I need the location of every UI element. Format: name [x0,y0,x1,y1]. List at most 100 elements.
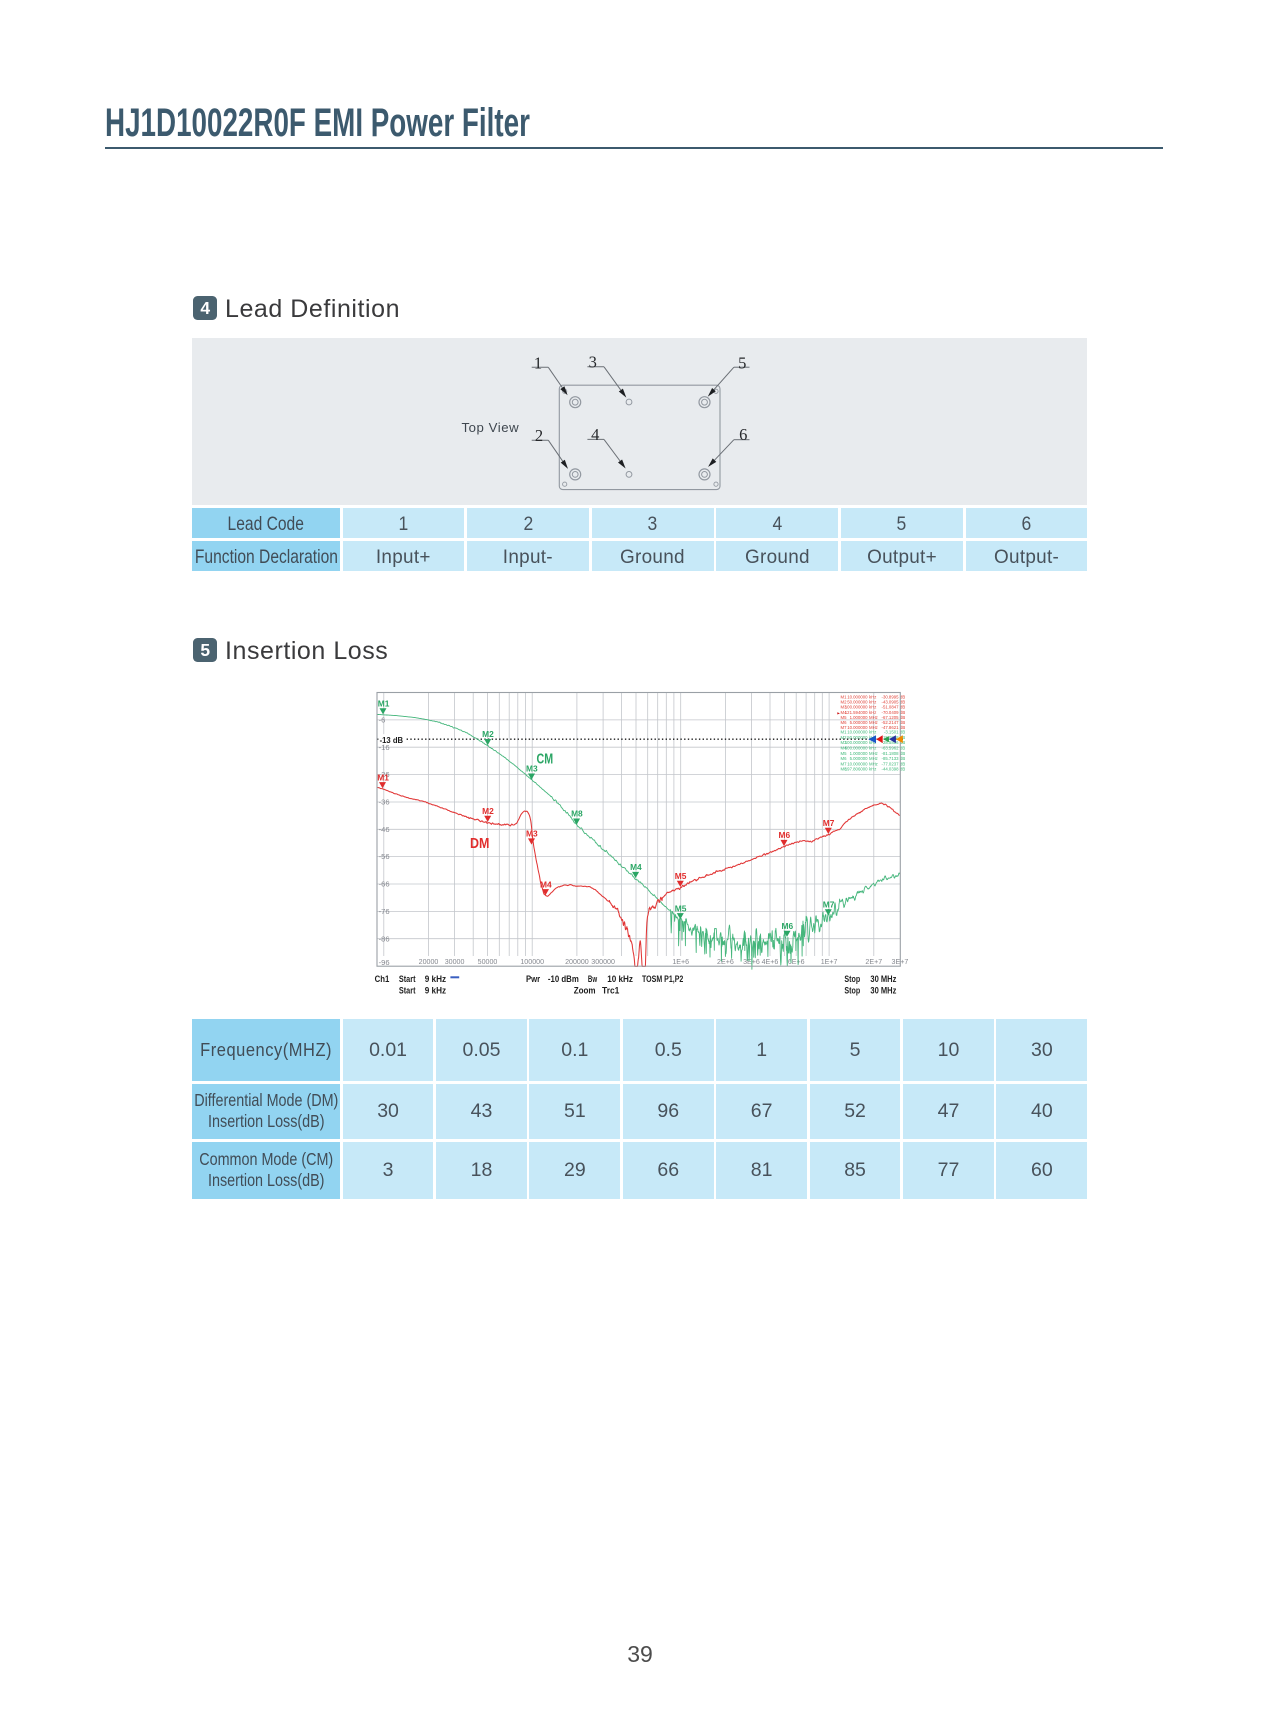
svg-text:M2: M2 [482,806,494,816]
svg-text:10.000000: 10.000000 [847,730,868,735]
svg-text:-16: -16 [379,743,390,752]
svg-text:Top View: Top View [462,420,520,435]
svg-text:6: 6 [739,425,747,444]
svg-text:9 kHz: 9 kHz [425,985,447,995]
svg-text:1.000000: 1.000000 [850,751,869,756]
svg-text:-63.5962: -63.5962 [882,746,900,751]
svg-text:30 MHz: 30 MHz [870,974,897,984]
svg-text:-96: -96 [379,958,390,967]
svg-text:50.000000: 50.000000 [847,700,868,705]
svg-text:CM: CM [537,752,554,768]
svg-text:4E+6: 4E+6 [762,958,779,966]
svg-text:kHz: kHz [869,767,876,772]
svg-text:6E+6: 6E+6 [788,958,805,966]
svg-text:Start: Start [399,985,416,995]
svg-text:-30.8995: -30.8995 [882,695,900,700]
svg-text:500.000000: 500.000000 [845,746,868,751]
svg-text:Start: Start [399,974,416,984]
svg-text:-85.7133: -85.7133 [882,756,900,761]
svg-text:-52.2147: -52.2147 [882,720,900,725]
svg-text:1: 1 [534,354,542,373]
svg-text:dB: dB [900,710,905,715]
svg-text:-51.0847: -51.0847 [882,705,900,710]
svg-text:-10 dBm: -10 dBm [548,974,579,984]
svg-text:kHz: kHz [869,710,876,715]
svg-text:kHz: kHz [869,740,876,745]
svg-text:dB: dB [900,695,905,700]
svg-text:-66: -66 [379,880,390,889]
svg-text:1E+6: 1E+6 [672,958,689,966]
svg-text:-36: -36 [379,798,390,807]
svg-text:M5: M5 [841,715,848,720]
svg-text:Bw: Bw [588,974,597,984]
svg-text:MHz: MHz [869,725,878,730]
svg-text:30 MHz: 30 MHz [870,985,897,995]
svg-text:-76: -76 [379,907,390,916]
svg-text:-47.8621: -47.8621 [882,725,900,730]
svg-text:Ch1: Ch1 [375,974,390,984]
svg-text:-44.0398: -44.0398 [882,767,900,772]
svg-text:200000: 200000 [565,958,589,966]
svg-text:dB: dB [900,715,905,720]
svg-text:100.000000: 100.000000 [845,705,868,710]
svg-text:2E+7: 2E+7 [865,958,882,966]
svg-text:MHz: MHz [869,720,878,725]
svg-text:-43.0905: -43.0905 [882,700,900,705]
svg-text:5: 5 [738,354,746,373]
svg-text:-15.0948: -15.0948 [882,735,900,740]
svg-text:dB: dB [900,720,905,725]
svg-text:2: 2 [535,426,543,445]
svg-text:M5: M5 [841,751,848,756]
svg-text:-81.1808: -81.1808 [882,751,900,756]
svg-text:-13 dB: -13 dB [380,735,404,745]
svg-text:197.806000: 197.806000 [845,767,868,772]
svg-text:-77.0237: -77.0237 [882,761,900,766]
svg-text:TOSM P1,P2: TOSM P1,P2 [642,974,683,984]
svg-text:M6: M6 [841,756,848,761]
svg-text:dB: dB [900,767,905,772]
svg-text:M4: M4 [841,746,848,751]
svg-text:M7: M7 [823,899,835,909]
svg-text:dB: dB [900,730,905,735]
svg-text:121.594000: 121.594000 [845,710,868,715]
svg-text:M6: M6 [778,830,790,840]
svg-text:M4: M4 [841,710,848,715]
svg-text:M4: M4 [630,862,642,872]
svg-text:dB: dB [900,705,905,710]
svg-text:10.000000: 10.000000 [847,725,868,730]
svg-text:5.000000: 5.000000 [850,756,869,761]
svg-text:-70.0409: -70.0409 [882,710,900,715]
svg-text:MHz: MHz [869,756,878,761]
svg-text:M2: M2 [482,729,494,739]
svg-text:10.000000: 10.000000 [847,695,868,700]
svg-text:MHz: MHz [869,751,878,756]
svg-text:100000: 100000 [520,958,544,966]
svg-text:dB: dB [900,756,905,761]
svg-text:M7: M7 [841,761,848,766]
svg-text:dB: dB [900,751,905,756]
svg-text:MHz: MHz [869,761,878,766]
svg-text:kHz: kHz [869,730,876,735]
svg-text:3: 3 [589,353,597,372]
svg-text:-86: -86 [379,934,390,943]
svg-text:M6: M6 [781,921,793,931]
svg-text:M1: M1 [377,772,389,782]
svg-text:M8: M8 [841,767,848,772]
svg-text:M3: M3 [526,829,538,839]
svg-text:dB: dB [900,746,905,751]
svg-text:-67.1205: -67.1205 [882,715,900,720]
svg-text:Trc1: Trc1 [602,985,619,995]
svg-text:M5: M5 [675,903,687,913]
svg-text:4: 4 [591,425,599,444]
svg-text:-56: -56 [379,852,390,861]
svg-text:-28.5806: -28.5806 [882,740,900,745]
svg-text:DM: DM [470,836,489,852]
svg-text:M3: M3 [841,740,848,745]
svg-text:M8: M8 [571,809,583,819]
svg-text:Stop: Stop [844,974,860,984]
svg-text:Stop: Stop [844,985,860,995]
svg-text:kHz: kHz [869,695,876,700]
svg-text:kHz: kHz [869,746,876,751]
svg-text:Pwr: Pwr [526,974,541,984]
svg-text:50.000000: 50.000000 [847,735,868,740]
